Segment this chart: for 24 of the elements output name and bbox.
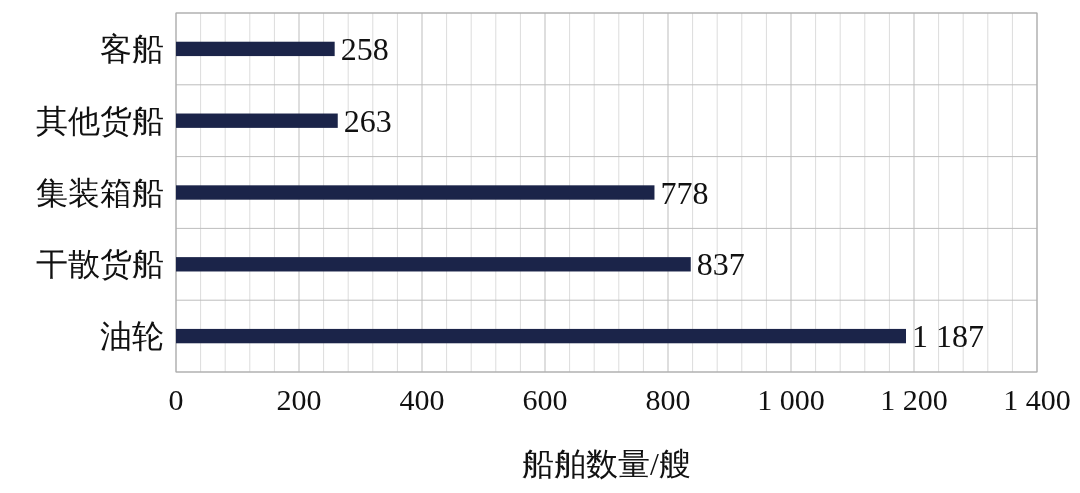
y-tick-label: 集装箱船 [36, 174, 164, 211]
data-label: 778 [660, 174, 709, 211]
x-tick-label: 1 000 [757, 383, 825, 416]
y-tick-label: 干散货船 [36, 246, 164, 283]
x-tick-label: 1 200 [880, 383, 948, 416]
data-label: 837 [696, 246, 745, 283]
bar [176, 185, 655, 200]
bar [176, 41, 335, 57]
bar [176, 113, 338, 128]
x-tick-label: 600 [522, 383, 568, 416]
x-tick-label: 400 [399, 383, 445, 416]
bar [176, 257, 691, 272]
data-label: 263 [343, 102, 392, 139]
y-tick-label: 其他货船 [36, 102, 164, 139]
x-axis-title: 船舶数量/艘 [522, 446, 691, 482]
x-tick-label: 800 [645, 383, 691, 416]
y-tick-label: 客船 [100, 30, 164, 67]
x-tick-label: 0 [168, 383, 184, 416]
x-tick-label: 200 [276, 383, 322, 416]
data-label: 258 [340, 30, 389, 67]
data-label: 1 187 [912, 318, 985, 355]
x-tick-label: 1 400 [1003, 383, 1071, 416]
bar [176, 328, 907, 344]
y-tick-label: 油轮 [100, 318, 164, 355]
